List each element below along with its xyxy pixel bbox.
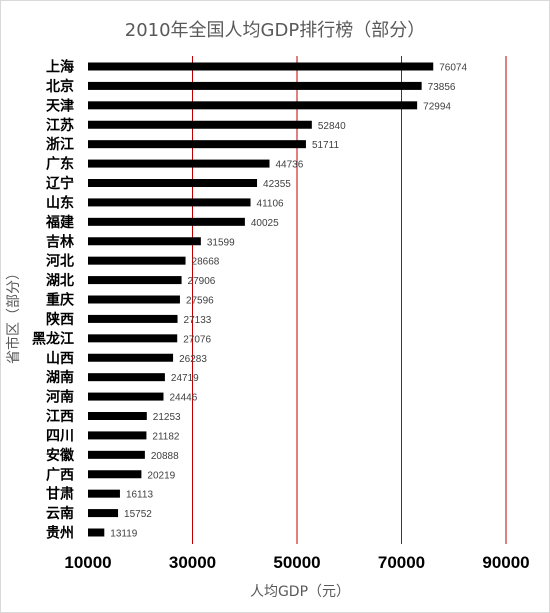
category-label: 重庆	[46, 292, 74, 309]
value-label: 21253	[153, 412, 181, 423]
value-label: 24719	[171, 373, 199, 384]
category-label: 山东	[46, 194, 74, 211]
value-label: 27906	[188, 276, 216, 287]
bar	[88, 528, 105, 537]
category-label: 湖北	[46, 273, 74, 289]
bar	[88, 198, 251, 207]
bar	[88, 334, 178, 343]
category-label: 浙江	[46, 136, 74, 153]
bar	[88, 179, 258, 187]
category-label: 陕西	[46, 311, 74, 328]
category-label: 河南	[46, 389, 74, 406]
category-label: 天津	[46, 97, 74, 114]
bar	[88, 256, 186, 265]
value-label: 21182	[152, 431, 180, 442]
category-label: 北京	[46, 78, 74, 95]
value-label: 31599	[207, 237, 235, 248]
bar	[88, 431, 147, 440]
value-label: 13119	[110, 529, 138, 540]
gridlines	[192, 56, 507, 544]
bar	[88, 412, 147, 420]
value-label: 76074	[439, 63, 467, 74]
value-label: 27596	[186, 296, 214, 307]
bar	[88, 159, 270, 168]
x-tick-labels: 10000 30000 50000 70000 90000	[64, 553, 529, 572]
value-label: 41106	[257, 198, 285, 209]
bar	[88, 120, 312, 129]
value-labels: 76074 73856 72994 52840 51711 44736 42355 41106…	[110, 63, 467, 540]
category-label: 辽宁	[46, 175, 74, 192]
bar	[88, 314, 178, 323]
category-label: 四川	[46, 428, 74, 444]
value-label: 40025	[251, 218, 279, 229]
bar	[88, 470, 142, 479]
category-label: 吉林	[46, 233, 74, 250]
x-tick-label: 30000	[169, 553, 216, 572]
value-label: 27076	[183, 334, 211, 345]
bar	[88, 353, 174, 362]
value-label: 27133	[184, 315, 212, 326]
x-axis-label: 人均GDP（元）	[249, 584, 351, 600]
bar	[88, 450, 145, 459]
value-label: 42355	[263, 179, 291, 190]
category-label: 贵州	[46, 525, 74, 542]
category-label: 湖南	[46, 369, 74, 386]
category-label: 上海	[46, 59, 74, 76]
category-labels: 上海北京天津江苏浙江广东辽宁山东福建吉林河北湖北重庆陕西黑龙江山西湖南河南江西四…	[32, 59, 75, 542]
x-tick-label: 10000	[64, 553, 111, 572]
bar	[88, 276, 182, 285]
value-label: 20888	[151, 451, 179, 462]
bar	[88, 101, 418, 110]
x-tick-label: 50000	[273, 553, 320, 572]
category-label: 江西	[46, 408, 74, 425]
value-label: 15752	[124, 509, 152, 520]
bar	[88, 62, 434, 71]
category-label: 山西	[46, 351, 74, 367]
bar	[88, 81, 422, 90]
value-label: 73856	[428, 82, 456, 93]
bar	[88, 509, 119, 518]
value-label: 44736	[275, 160, 303, 171]
category-label: 黑龙江	[32, 330, 74, 347]
bar	[88, 140, 306, 149]
chart-title: 2010年全国人均GDP排行榜（部分）	[124, 20, 426, 41]
bar	[88, 237, 201, 246]
value-label: 28668	[192, 257, 220, 268]
bar	[88, 373, 165, 382]
category-label: 江苏	[46, 117, 74, 134]
category-label: 广西	[46, 466, 74, 483]
bar	[88, 489, 120, 498]
category-label: 河北	[46, 253, 74, 270]
category-label: 广东	[46, 156, 74, 173]
x-tick-label: 90000	[482, 553, 529, 572]
category-label: 云南	[46, 505, 74, 522]
value-label: 20219	[147, 470, 175, 481]
bar	[88, 217, 245, 226]
bars	[88, 62, 434, 537]
bar	[88, 295, 180, 304]
category-label: 甘肃	[46, 486, 74, 503]
category-label: 福建	[45, 214, 74, 231]
value-label: 26283	[179, 354, 207, 365]
value-label: 72994	[423, 101, 451, 112]
value-label: 51711	[312, 140, 340, 151]
x-tick-label: 70000	[378, 553, 425, 572]
bar	[88, 392, 164, 401]
value-label: 16113	[126, 490, 154, 501]
value-label: 24446	[169, 393, 197, 404]
category-label: 安徽	[46, 447, 75, 464]
value-label: 52840	[318, 121, 346, 132]
